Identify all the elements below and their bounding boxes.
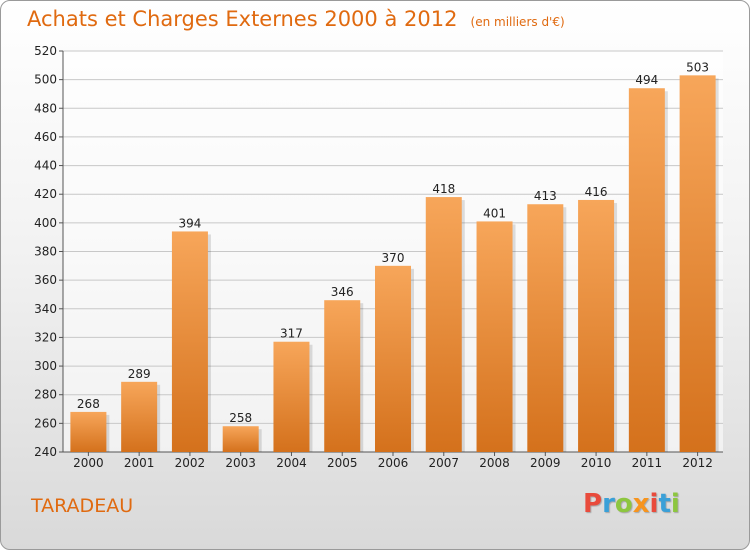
bar bbox=[324, 300, 361, 452]
x-tick-label: 2003 bbox=[225, 456, 256, 470]
title-row: Achats et Charges Externes 2000 à 2012 (… bbox=[27, 7, 565, 31]
commune-name: TARADEAU bbox=[31, 495, 134, 517]
bar bbox=[476, 221, 513, 452]
bar bbox=[425, 197, 462, 452]
y-tick-label: 500 bbox=[34, 73, 57, 87]
bar bbox=[578, 199, 615, 452]
y-tick-label: 520 bbox=[34, 44, 57, 58]
proxiti-logo: Proxiti bbox=[583, 489, 680, 519]
chart-subtitle: (en milliers d'€) bbox=[470, 15, 565, 29]
bar bbox=[628, 88, 665, 452]
x-tick-label: 2004 bbox=[276, 456, 307, 470]
bar bbox=[222, 426, 259, 452]
x-tick-label: 2010 bbox=[581, 456, 612, 470]
y-tick-label: 380 bbox=[34, 245, 57, 259]
x-tick-label: 2001 bbox=[124, 456, 155, 470]
data-label: 394 bbox=[178, 216, 201, 230]
y-tick-label: 360 bbox=[34, 273, 57, 287]
logo-letter: i bbox=[649, 489, 659, 519]
bar bbox=[375, 265, 411, 452]
data-label: 370 bbox=[382, 251, 405, 265]
bar bbox=[171, 231, 208, 452]
y-tick-label: 260 bbox=[34, 416, 57, 430]
y-tick-label: 340 bbox=[34, 302, 57, 316]
logo-letter: r bbox=[602, 489, 615, 519]
bar bbox=[273, 341, 310, 452]
logo-letter: t bbox=[658, 489, 671, 519]
chart-title: Achats et Charges Externes 2000 à 2012 bbox=[27, 7, 458, 31]
data-label: 289 bbox=[128, 367, 151, 381]
x-tick-label: 2006 bbox=[378, 456, 409, 470]
data-label: 317 bbox=[280, 327, 303, 341]
data-label: 503 bbox=[686, 60, 709, 74]
y-tick-label: 460 bbox=[34, 130, 57, 144]
data-label: 418 bbox=[432, 182, 455, 196]
logo-letter: i bbox=[670, 489, 680, 519]
y-tick-label: 240 bbox=[34, 445, 57, 459]
x-tick-label: 2008 bbox=[479, 456, 510, 470]
data-label: 413 bbox=[534, 189, 557, 203]
x-tick-label: 2009 bbox=[530, 456, 561, 470]
y-tick-label: 480 bbox=[34, 101, 57, 115]
x-tick-label: 2011 bbox=[632, 456, 663, 470]
y-tick-label: 420 bbox=[34, 187, 57, 201]
data-label: 346 bbox=[331, 285, 354, 299]
x-tick-label: 2002 bbox=[175, 456, 206, 470]
y-tick-label: 440 bbox=[34, 159, 57, 173]
logo-letter: P bbox=[583, 489, 603, 519]
y-tick-label: 300 bbox=[34, 359, 57, 373]
logo-letter: o bbox=[614, 489, 633, 519]
x-tick-label: 2000 bbox=[73, 456, 104, 470]
y-tick-label: 320 bbox=[34, 330, 57, 344]
x-tick-label: 2007 bbox=[428, 456, 459, 470]
data-label: 268 bbox=[77, 397, 100, 411]
y-tick-label: 400 bbox=[34, 216, 57, 230]
bar bbox=[679, 75, 716, 452]
data-label: 258 bbox=[229, 411, 252, 425]
y-tick-label: 280 bbox=[34, 388, 57, 402]
x-tick-label: 2005 bbox=[327, 456, 358, 470]
x-tick-label: 2012 bbox=[682, 456, 713, 470]
data-label: 401 bbox=[483, 206, 506, 220]
data-label: 494 bbox=[635, 73, 658, 87]
data-label: 416 bbox=[585, 185, 608, 199]
logo-letter: x bbox=[632, 489, 650, 519]
bar bbox=[70, 411, 107, 452]
bar bbox=[527, 204, 564, 452]
bar bbox=[121, 381, 158, 452]
